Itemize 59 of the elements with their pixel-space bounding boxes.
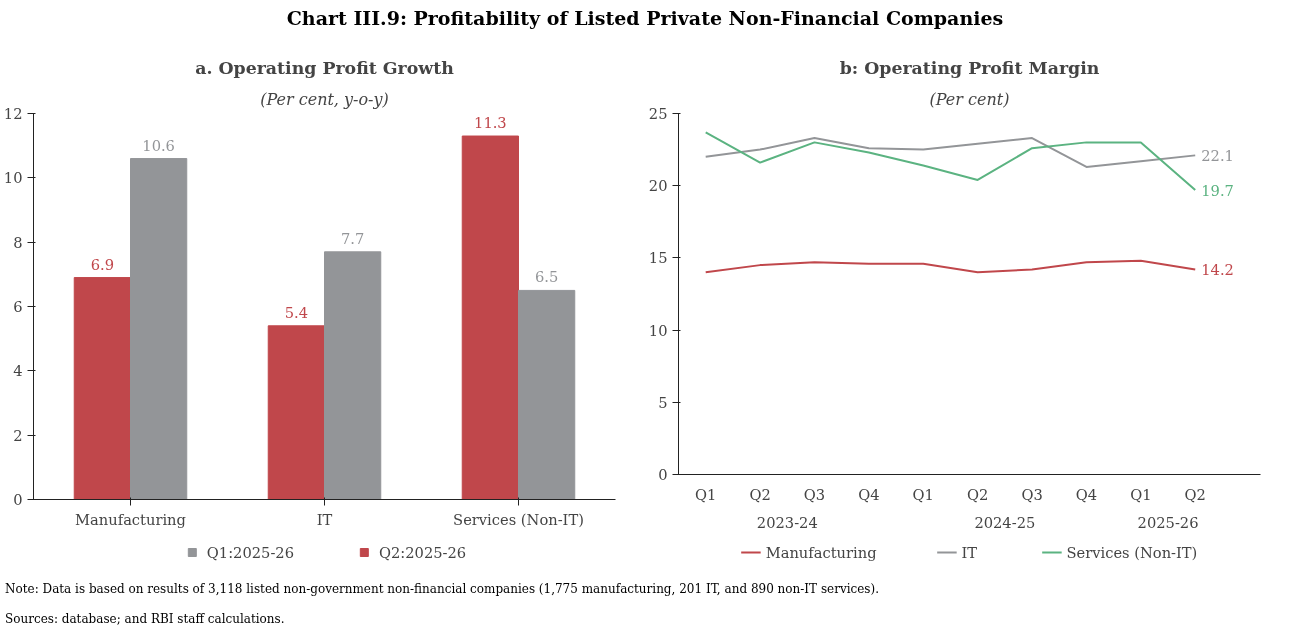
y-tick-label: 20 [648,177,668,195]
text: 2023-24 [756,513,818,531]
text: Chart III.9: Profitability of Listed Private Non-Financial Companies [286,6,1004,31]
y-tick-label: 4 [13,362,23,380]
data-label: 6.9 [90,255,115,273]
y-tick-label: 10 [3,169,23,187]
y-tick-label: 25 [648,105,668,122]
x-tick-label: Q1 [912,485,934,503]
x-tick-label: Q4 [1075,485,1098,503]
chart-subtitle: (Per cent, y-o-y) [260,89,389,109]
x-tick-label: Q2 [749,485,771,503]
legend-label: Q2:2025-26 [379,543,467,561]
legend-label: Q1:2025-26 [206,543,294,561]
y-tick-label: 0 [13,491,23,508]
y-tick-label: 12 [3,105,23,122]
y-tick-label: 8 [13,233,23,251]
data-label: 19.7 [1201,181,1234,199]
y-tick-label: 10 [648,321,668,339]
data-label: 7.7 [340,229,365,247]
legend-label: Services (Non-IT) [1066,543,1198,561]
bar [324,251,382,500]
x-tick-label: Q1 [1130,485,1152,503]
y-tick-label: 15 [648,249,668,267]
data-label: 11.3 [474,114,507,132]
legend-label: IT [961,543,979,561]
x-tick-label: Services (Non-IT) [453,510,584,528]
x-tick-label: Q4 [858,485,880,503]
text: 2025-26 [1137,513,1199,531]
bar [461,135,519,500]
data-label: 10.6 [142,136,175,154]
x-tick-label: Q2 [966,485,989,503]
x-tick-label: Manufacturing [75,510,186,528]
legend-label: Manufacturing [765,543,877,561]
y-tick-label: 0 [658,466,668,483]
data-label: 6.5 [534,268,559,286]
bar [267,325,325,500]
bar [130,158,188,500]
line-series [704,259,1197,274]
line-series [704,131,1197,192]
text: Note: Data is based on results of 3,118 listed non-government non-financial companies (1,775 manufacturing, 201 IT, and 890 non-IT services). [5,581,879,598]
source-note: Sources: database; and RBI staff calculations. [5,611,285,628]
x-tick-label: Q3 [1021,485,1043,503]
chart-subtitle: (Per cent) [929,89,1010,109]
data-label: 14.2 [1201,260,1234,278]
text: 2024-25 [974,513,1036,531]
data-label: 5.4 [284,303,309,321]
y-tick-label: 5 [658,393,668,411]
y-tick-label: 6 [13,298,23,315]
y-tick-label: 2 [13,426,23,444]
chart-title: a. Operating Profit Growth [195,57,455,78]
x-tick-label: IT [316,510,333,528]
bar [73,277,131,500]
line-series [704,137,1197,168]
x-tick-label: Q2 [1184,485,1206,503]
chart-title: b: Operating Profit Margin [839,57,1100,78]
x-tick-label: Q3 [803,485,826,503]
bar [518,289,576,500]
data-label: 22.1 [1201,146,1234,164]
x-tick-label: Q1 [695,485,717,503]
